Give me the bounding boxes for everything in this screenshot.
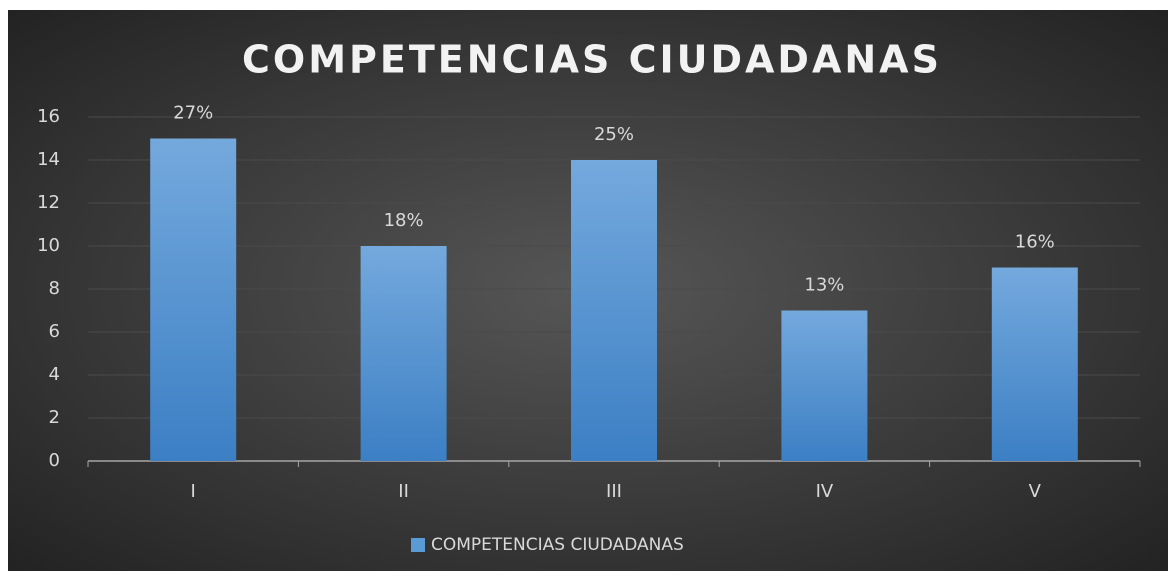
y-tick-label: 2 bbox=[49, 407, 60, 428]
x-tick-label: I bbox=[191, 481, 196, 502]
data-label: 18% bbox=[384, 210, 424, 231]
y-tick-label: 4 bbox=[49, 364, 60, 385]
bar bbox=[781, 310, 868, 461]
legend-label: COMPETENCIAS CIUDADANAS bbox=[431, 535, 684, 555]
y-tick-label: 12 bbox=[37, 192, 60, 213]
chart-title: COMPETENCIAS CIUDADANAS bbox=[242, 38, 942, 82]
y-tick-label: 10 bbox=[37, 235, 60, 256]
x-tick-label: IV bbox=[816, 481, 834, 502]
data-label: 25% bbox=[594, 124, 634, 145]
legend-swatch bbox=[411, 538, 425, 552]
bar bbox=[360, 246, 447, 461]
bar bbox=[150, 138, 237, 461]
data-label: 13% bbox=[804, 275, 844, 296]
data-label: 27% bbox=[173, 103, 213, 124]
y-tick-label: 6 bbox=[49, 321, 60, 342]
data-label: 16% bbox=[1015, 232, 1055, 253]
bar bbox=[571, 160, 657, 461]
y-tick-label: 16 bbox=[37, 106, 60, 127]
x-tick-label: III bbox=[606, 481, 622, 502]
y-tick-label: 8 bbox=[49, 278, 60, 299]
y-tick-label: 14 bbox=[37, 149, 60, 170]
x-tick-label: V bbox=[1029, 481, 1042, 502]
x-tick-label: II bbox=[398, 481, 409, 502]
bar bbox=[991, 267, 1078, 461]
y-tick-label: 0 bbox=[49, 450, 60, 471]
